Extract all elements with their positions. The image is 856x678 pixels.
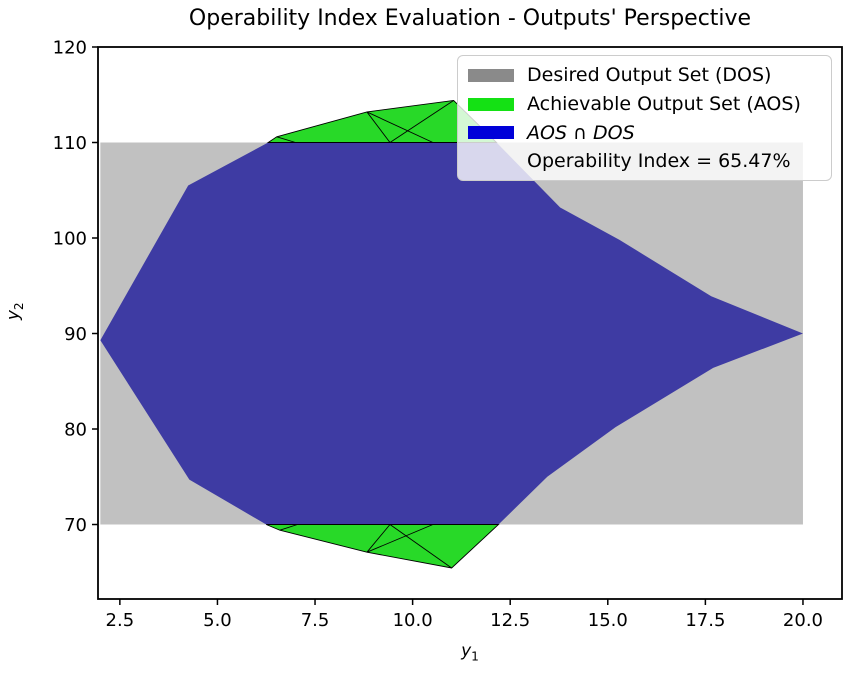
aos-below-region [266, 524, 500, 569]
dos-swatch [468, 68, 514, 82]
y-tick-label: 110 [53, 133, 87, 154]
y-axis-label: y2 [4, 302, 26, 320]
y-tick-label: 120 [53, 38, 87, 59]
y-axis-label-sub: 2 [12, 302, 27, 311]
x-tick-label: 15.0 [588, 610, 628, 631]
x-tick-label: 17.5 [685, 610, 725, 631]
aos-simplex-edge [366, 111, 434, 143]
x-tick-label: 10.0 [393, 610, 433, 631]
aos-swatch [468, 97, 514, 111]
x-tick-label: 2.5 [106, 610, 135, 631]
intersection-region [100, 142, 803, 525]
axes-frame [97, 46, 843, 600]
legend-item-dos: Desired Output Set (DOS) [468, 61, 831, 90]
aos-simplex-edge [279, 524, 298, 531]
y-axis-label-base: y [3, 310, 24, 321]
x-tick-label: 20.0 [783, 610, 823, 631]
aos-simplex-edge [366, 524, 391, 553]
aos-simplex-edge [389, 100, 454, 143]
x-tick-label: 7.5 [301, 610, 330, 631]
legend-item-intersection: AOS ∩ DOS [468, 118, 831, 147]
legend-label-operability-index: Operability Index = 65.47% [527, 150, 791, 173]
x-tick-label: 5.0 [203, 610, 232, 631]
y-tick-label: 100 [53, 229, 87, 250]
aos-simplex-edge [389, 524, 452, 569]
legend-item-operability-index: Operability Index = 65.47% [468, 147, 831, 176]
legend-label-intersection: AOS ∩ DOS [527, 121, 635, 144]
chart-title: Operability Index Evaluation - Outputs' … [188, 6, 752, 31]
aos-simplex-edge [366, 524, 434, 553]
aos-simplex-edge [366, 111, 391, 143]
legend: Desired Output Set (DOS) Achievable Outp… [457, 55, 832, 181]
intersection-swatch [468, 126, 514, 140]
x-axis-label-sub: 1 [471, 649, 479, 664]
aos-simplex-edge [276, 136, 296, 143]
x-axis-label-base: y [461, 641, 472, 661]
x-axis-label: y1 [98, 641, 842, 663]
y-tick-label: 80 [64, 420, 87, 441]
legend-label-dos: Desired Output Set (DOS) [527, 64, 772, 87]
legend-item-aos: Achievable Output Set (AOS) [468, 90, 831, 119]
y-tick-label: 70 [64, 515, 87, 536]
legend-label-aos: Achievable Output Set (AOS) [527, 93, 801, 116]
y-tick-label: 90 [64, 324, 87, 345]
x-tick-label: 12.5 [490, 610, 530, 631]
